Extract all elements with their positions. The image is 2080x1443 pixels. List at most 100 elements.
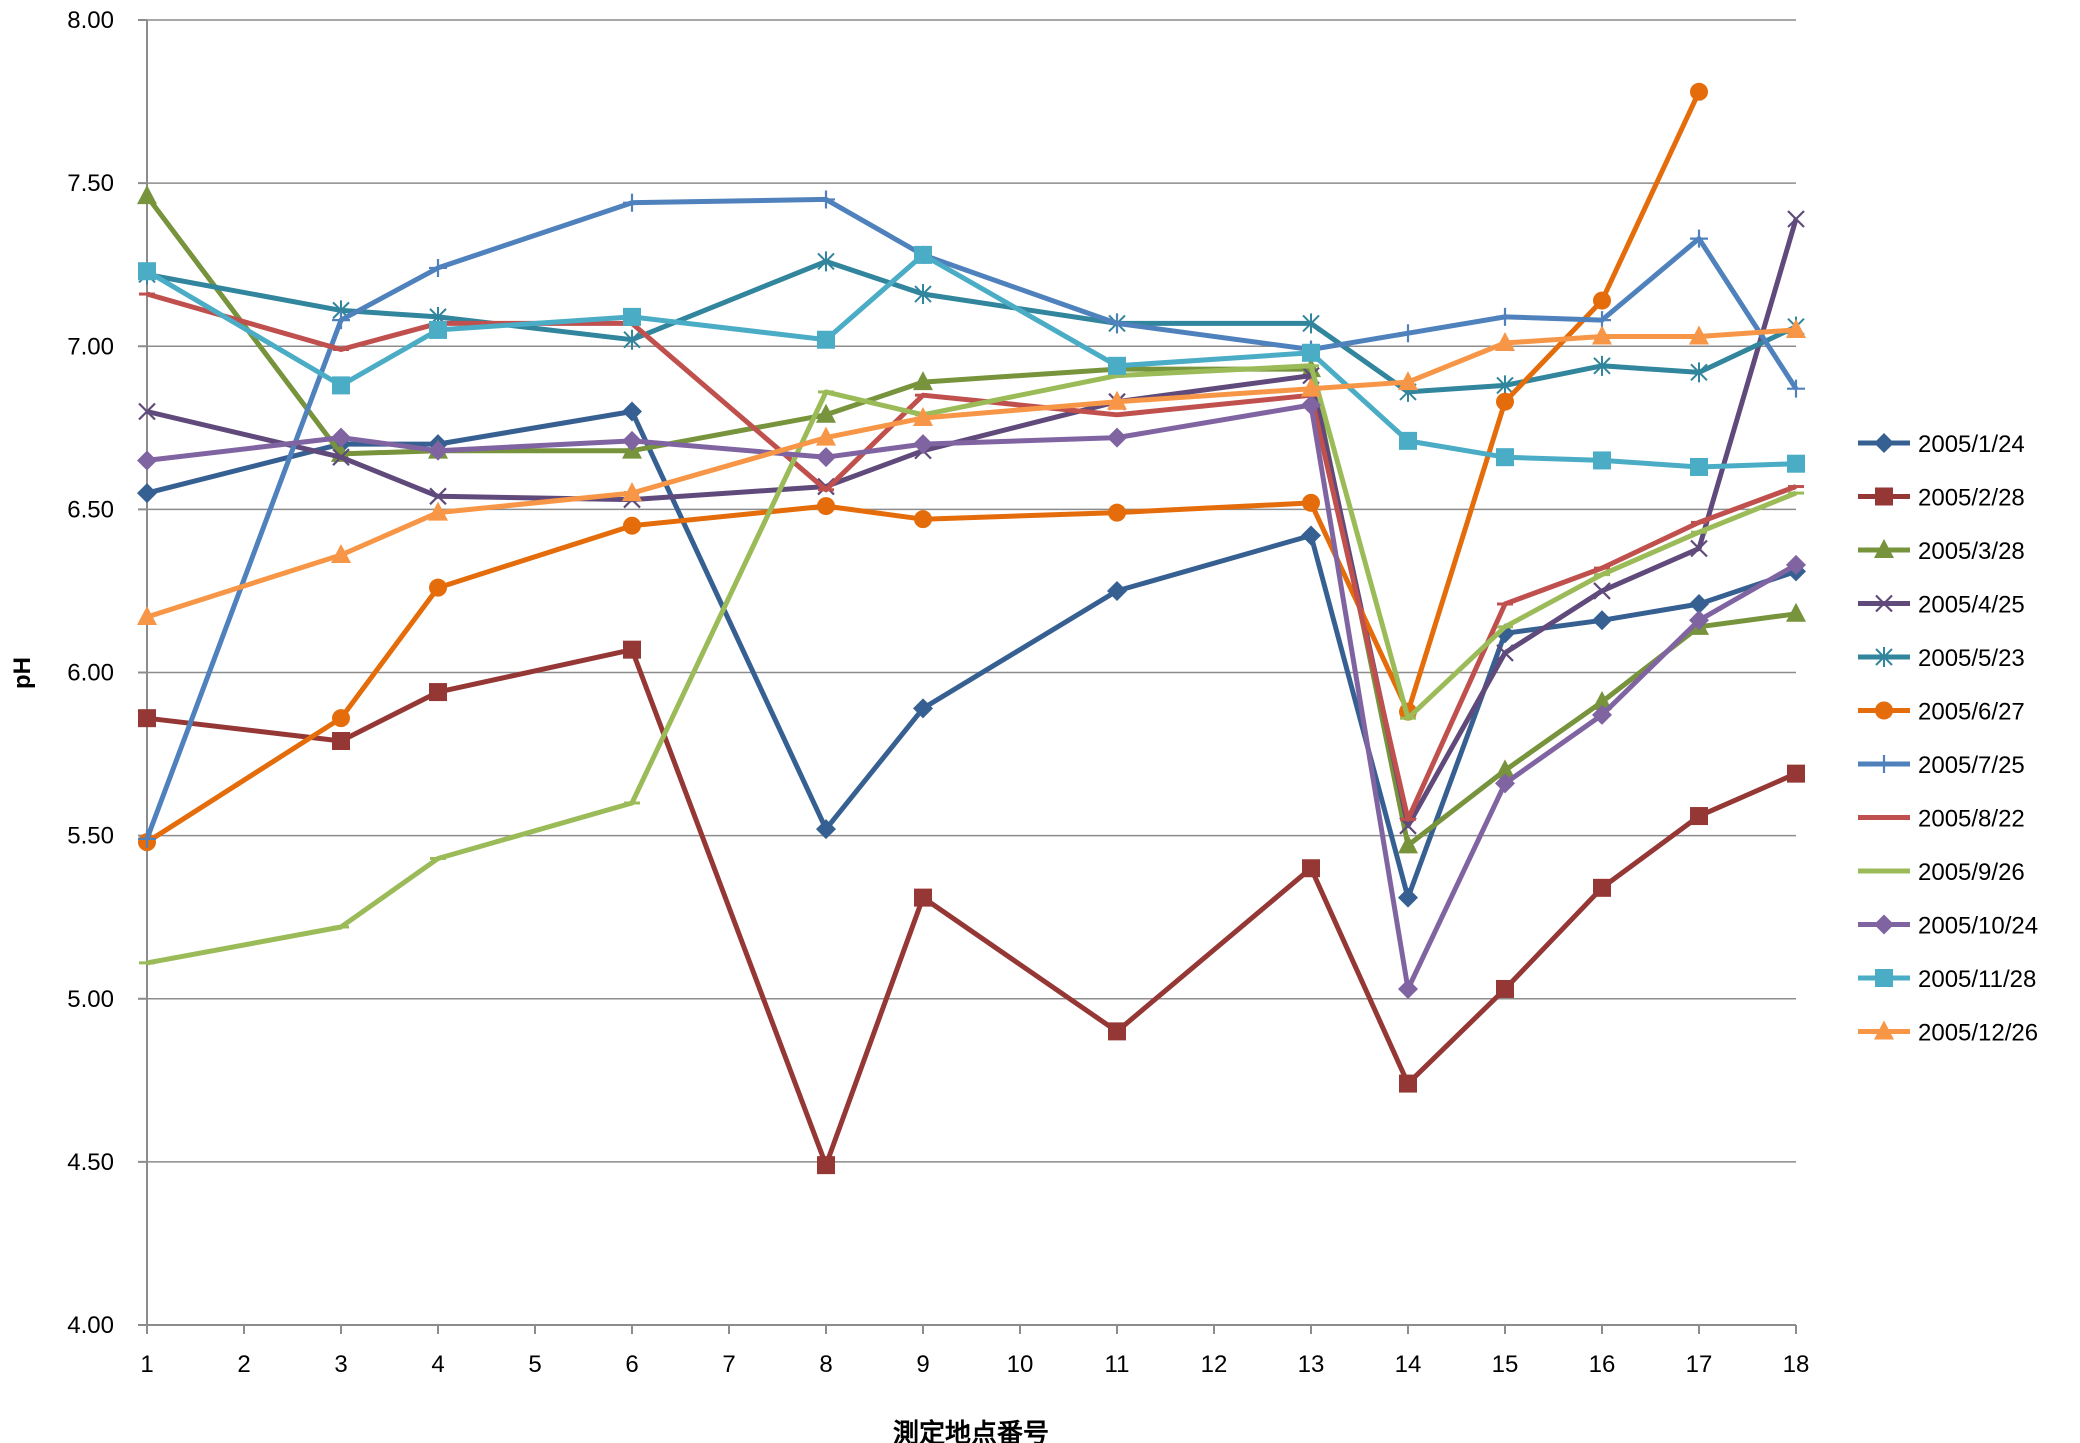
data-point <box>1690 457 1708 476</box>
x-tick-label: 14 <box>1395 1351 1422 1378</box>
data-point <box>331 544 351 564</box>
data-point <box>1107 580 1127 601</box>
legend-item: 2005/8/22 <box>1858 806 2025 833</box>
legend-item: 2005/11/28 <box>1858 966 2036 993</box>
series-line <box>145 252 1797 470</box>
data-point <box>1302 493 1320 512</box>
data-point <box>1787 764 1805 783</box>
data-point <box>1593 582 1611 600</box>
legend-item: 2005/10/24 <box>1858 913 2038 940</box>
data-point <box>332 732 350 751</box>
data-point <box>1592 610 1612 631</box>
data-point <box>914 245 932 264</box>
data-point <box>137 185 157 205</box>
data-point <box>1496 644 1514 662</box>
data-point <box>817 497 835 516</box>
data-point <box>622 482 642 502</box>
data-point <box>1593 878 1611 897</box>
legend-label: 2005/3/28 <box>1918 538 2025 565</box>
data-point <box>913 434 933 455</box>
y-tick-label: 7.50 <box>67 170 114 197</box>
data-point <box>1690 539 1708 558</box>
data-point <box>1689 325 1709 345</box>
data-point <box>331 427 351 448</box>
data-point <box>1107 390 1127 410</box>
data-point <box>1786 554 1806 575</box>
data-point <box>913 371 933 391</box>
x-tick-label: 4 <box>431 1351 444 1378</box>
data-point <box>1495 331 1515 351</box>
data-point <box>817 190 835 209</box>
legend-item: 2005/4/25 <box>1858 592 2025 619</box>
data-point <box>913 407 933 427</box>
data-point <box>1496 307 1514 326</box>
data-point <box>816 819 836 840</box>
data-point <box>1301 377 1321 397</box>
data-point <box>429 320 447 339</box>
legend-label: 2005/2/28 <box>1918 485 2025 512</box>
data-point <box>1690 82 1708 101</box>
series-2005/8/22 <box>139 291 1804 822</box>
data-point <box>1689 610 1709 631</box>
y-tick-label: 7.00 <box>67 333 114 360</box>
y-tick-label: 6.50 <box>67 496 114 523</box>
data-point <box>817 330 835 349</box>
data-point <box>1495 773 1515 794</box>
legend: 2005/1/24 2005/2/28 2005/3/28 2005/4/25 2005… <box>1858 431 2038 1047</box>
x-axis-title: 測定地点番号 <box>893 1418 1049 1443</box>
data-point <box>1398 887 1418 908</box>
data-point <box>1301 525 1321 546</box>
data-point <box>623 640 641 659</box>
legend-item: 2005/6/27 <box>1858 699 2025 726</box>
data-point <box>1398 978 1418 999</box>
data-point <box>1592 704 1612 725</box>
legend-label: 2005/11/28 <box>1918 966 2036 993</box>
data-point <box>817 1156 835 1175</box>
data-point <box>1399 431 1417 450</box>
legend-label: 2005/12/26 <box>1918 1020 2038 1047</box>
data-point <box>816 447 836 468</box>
data-point <box>1874 539 1894 558</box>
data-point <box>1787 210 1805 228</box>
data-point <box>1689 593 1709 614</box>
data-point <box>914 888 932 907</box>
legend-item: 2005/5/23 <box>1858 645 2025 672</box>
y-tick-labels: 4.00 4.50 5.00 5.50 6.00 6.50 7.00 7.50 8.00 <box>67 7 114 1339</box>
horizontal-gridlines <box>138 19 1796 1326</box>
legend-label: 2005/5/23 <box>1918 645 2025 672</box>
legend-item: 2005/12/26 <box>1858 1020 2038 1047</box>
data-point <box>1108 1022 1126 1041</box>
x-tick-label: 6 <box>625 1351 638 1378</box>
x-tick-label: 11 <box>1105 1351 1130 1378</box>
y-tick-label: 4.00 <box>67 1312 114 1339</box>
data-point <box>914 510 932 529</box>
legend-item: 2005/1/24 <box>1858 431 2025 458</box>
data-point <box>428 440 448 461</box>
data-point <box>1496 448 1514 467</box>
data-point <box>1301 394 1321 415</box>
data-point <box>1108 356 1126 375</box>
y-tick-label: 5.50 <box>67 823 114 850</box>
series-line <box>146 327 1797 620</box>
x-tick-label: 2 <box>237 1351 250 1378</box>
y-tick-label: 5.00 <box>67 986 114 1013</box>
data-point <box>137 606 157 626</box>
data-point <box>623 516 641 535</box>
legend-label: 2005/4/25 <box>1918 592 2025 619</box>
data-point <box>623 307 641 326</box>
series-2005/11/28 <box>138 245 1805 476</box>
series-line <box>146 218 1799 829</box>
y-tick-label: 8.00 <box>67 7 114 34</box>
x-tick-label: 3 <box>334 1351 347 1378</box>
series-2005/6/27 <box>138 82 1708 852</box>
data-point <box>1302 859 1320 878</box>
y-axis-title: pH <box>9 657 36 689</box>
x-tick-label: 13 <box>1298 1351 1325 1378</box>
legend-item: 2005/9/26 <box>1858 859 2025 886</box>
data-point <box>622 430 642 451</box>
data-point <box>1690 807 1708 826</box>
data-point <box>1398 371 1418 391</box>
data-point <box>1398 834 1418 854</box>
data-point <box>1495 759 1515 779</box>
